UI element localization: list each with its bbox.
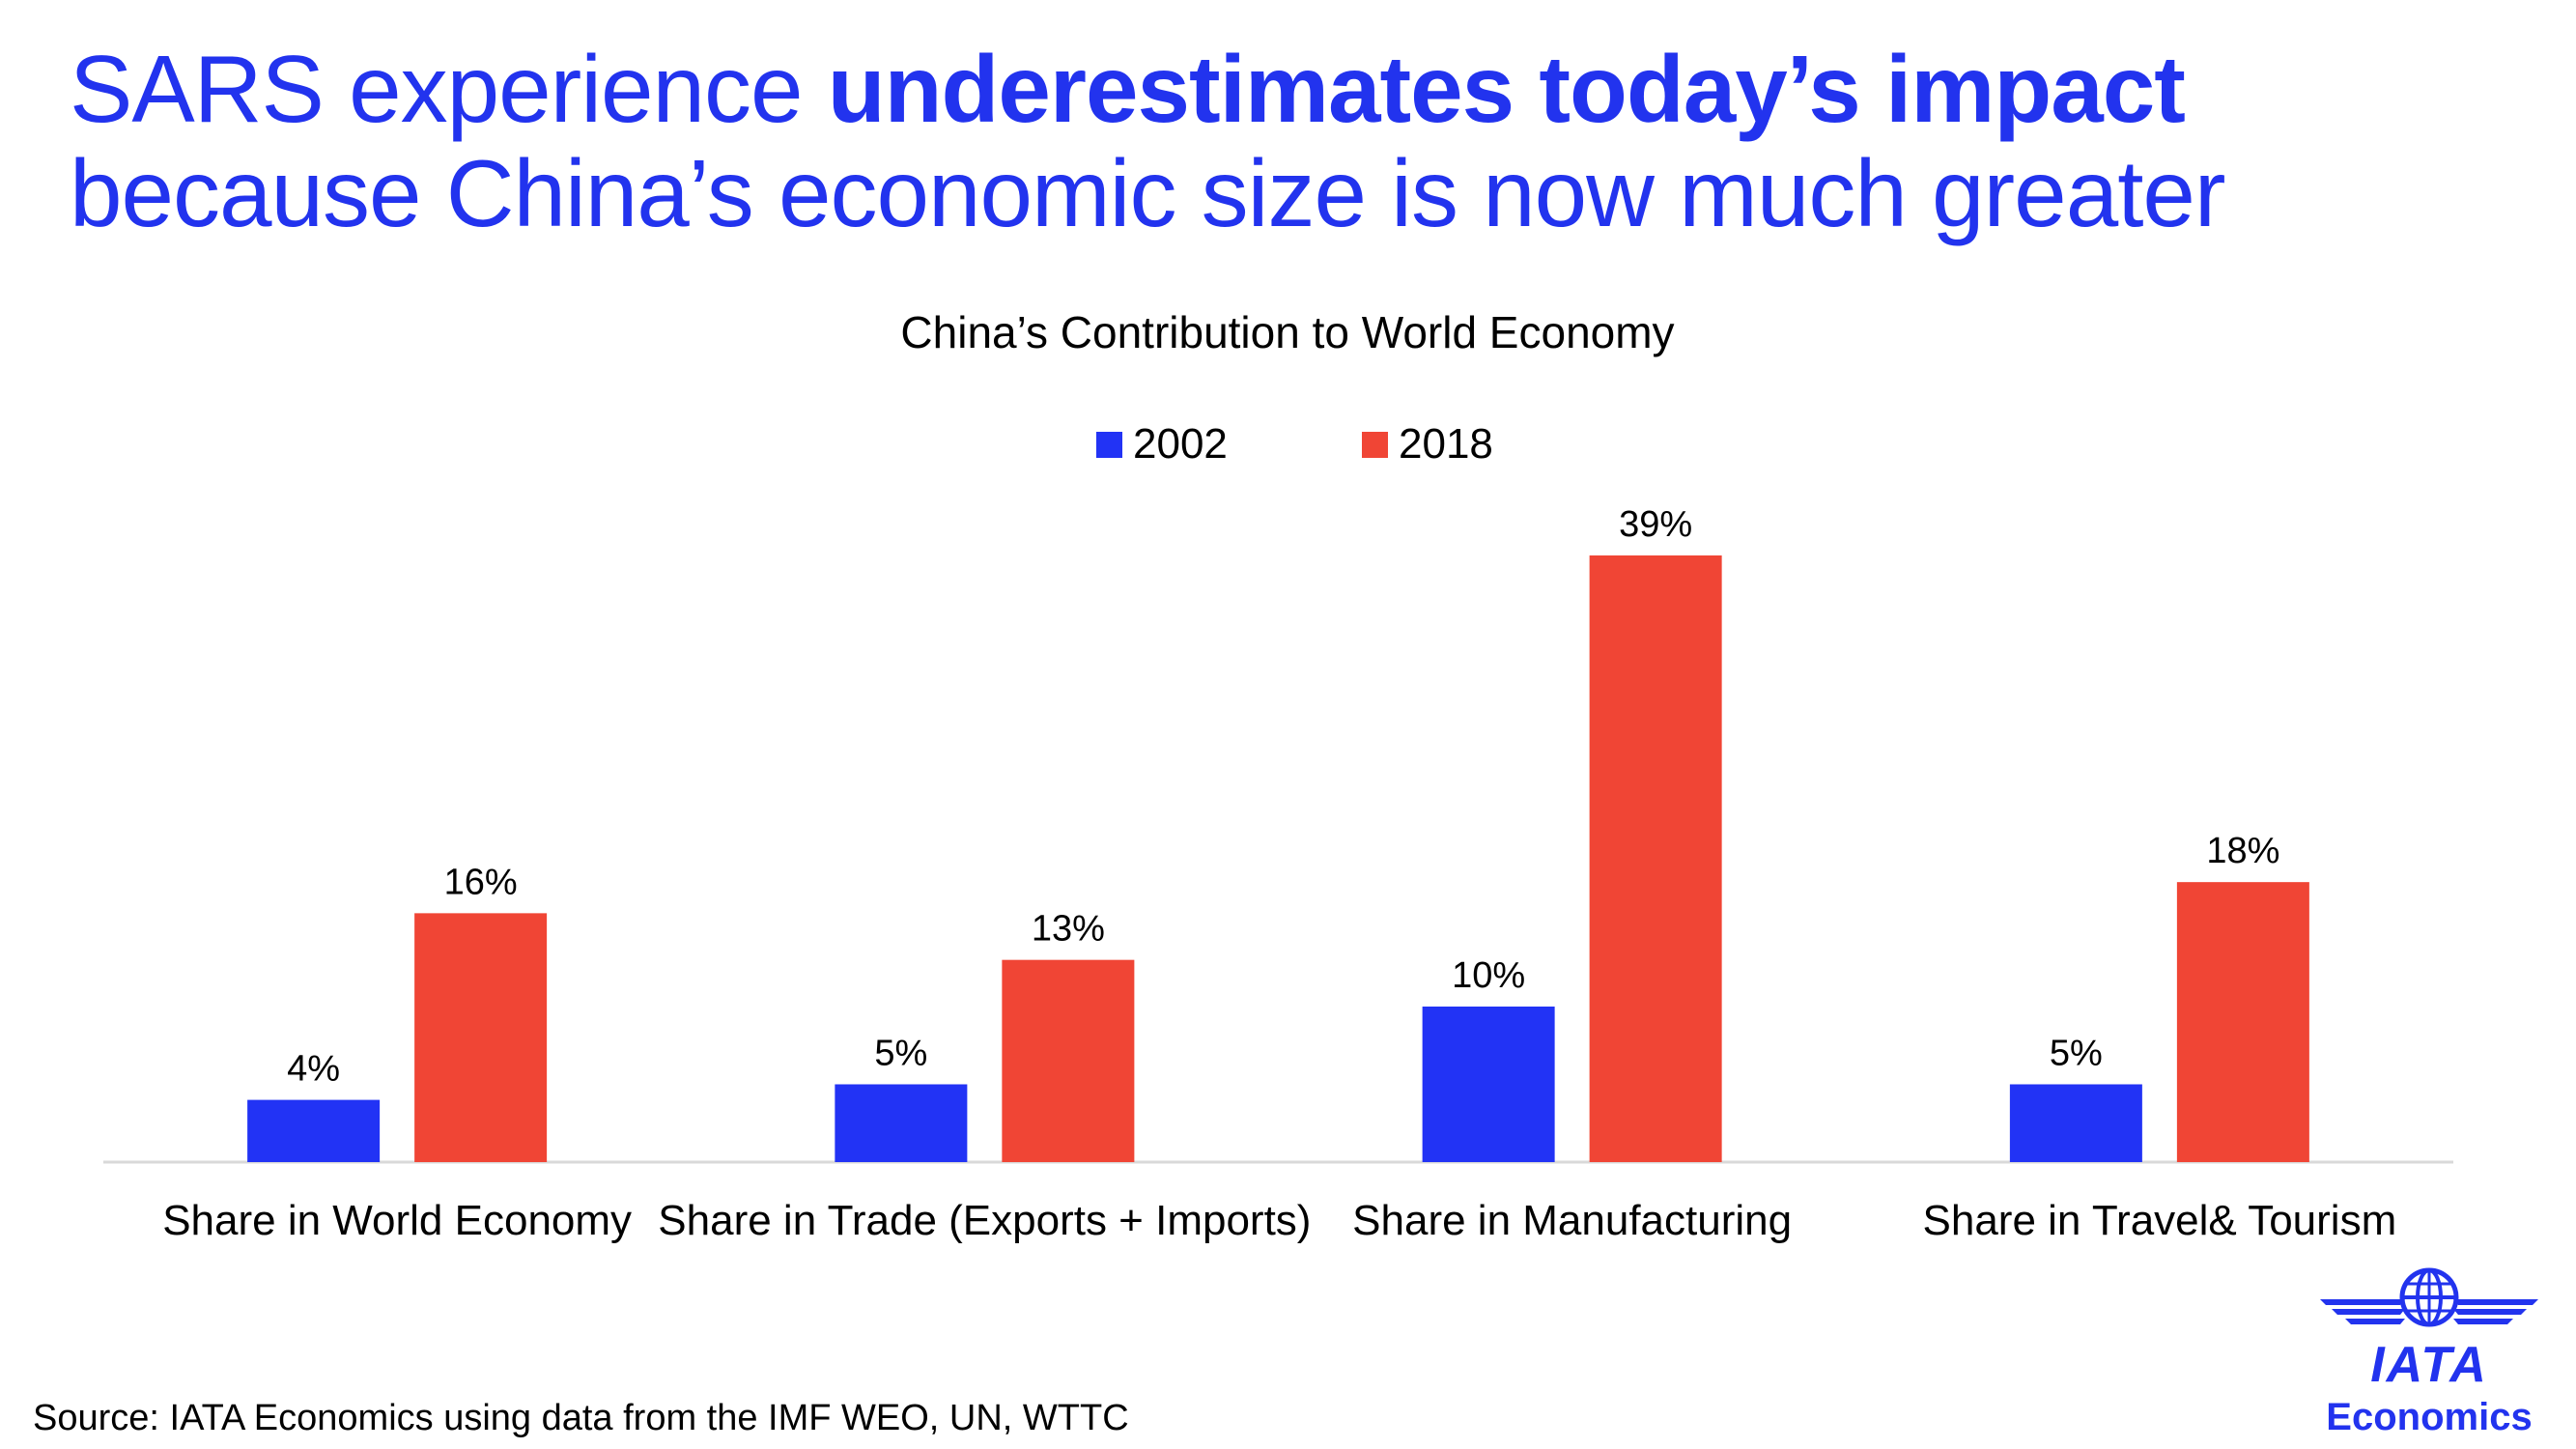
bar-2002-2[interactable] [835,1084,968,1162]
legend-swatch-2002 [1096,432,1122,458]
data-label-2002-2: 5% [874,1033,927,1073]
legend-label-2002: 2002 [1133,420,1228,468]
data-label-2002-4: 5% [2050,1033,2103,1073]
category-label-1: Share in World Economy [162,1197,632,1244]
category-label-3: Share in Manufacturing [1352,1197,1792,1244]
bar-2002-1[interactable] [247,1099,381,1162]
headline-part-1: SARS experience [70,36,828,142]
logo-subtitle: Economics [2326,1396,2533,1438]
bar-2002-3[interactable] [1422,1006,1555,1162]
bar-2002-4[interactable] [2009,1084,2142,1162]
data-label-2002-1: 4% [287,1049,340,1090]
iata-logo: IATA Economics [2308,1261,2550,1444]
bar-2018-4[interactable] [2176,882,2309,1162]
chart-title: China’s Contribution to World Economy [900,307,1674,357]
headline-line-2: because China’s economic size is now muc… [70,140,2226,246]
data-label-2018-4: 18% [2206,831,2279,871]
data-label-2018-1: 16% [444,862,518,902]
legend-swatch-2018 [1362,432,1388,458]
bar-2018-1[interactable] [414,913,548,1162]
globe-wings-icon [2320,1267,2538,1327]
headline-part-2-bold: underestimates today’s impact [827,36,2186,142]
bar-2018-3[interactable] [1589,555,1722,1162]
logo-name: IATA [2370,1337,2488,1393]
headline: SARS experience underestimates today’s i… [70,37,2226,246]
bar-2018-2[interactable] [1002,959,1135,1162]
source-note: Source: IATA Economics using data from t… [33,1398,1129,1438]
category-label-2: Share in Trade (Exports + Imports) [658,1197,1311,1244]
category-label-4: Share in Travel& Tourism [1923,1197,2397,1244]
legend-label-2018: 2018 [1399,420,1493,468]
data-label-2002-3: 10% [1452,955,1525,996]
data-label-2018-3: 39% [1619,504,1692,545]
data-label-2018-2: 13% [1032,909,1105,950]
headline-line-1: SARS experience underestimates today’s i… [70,37,2225,141]
